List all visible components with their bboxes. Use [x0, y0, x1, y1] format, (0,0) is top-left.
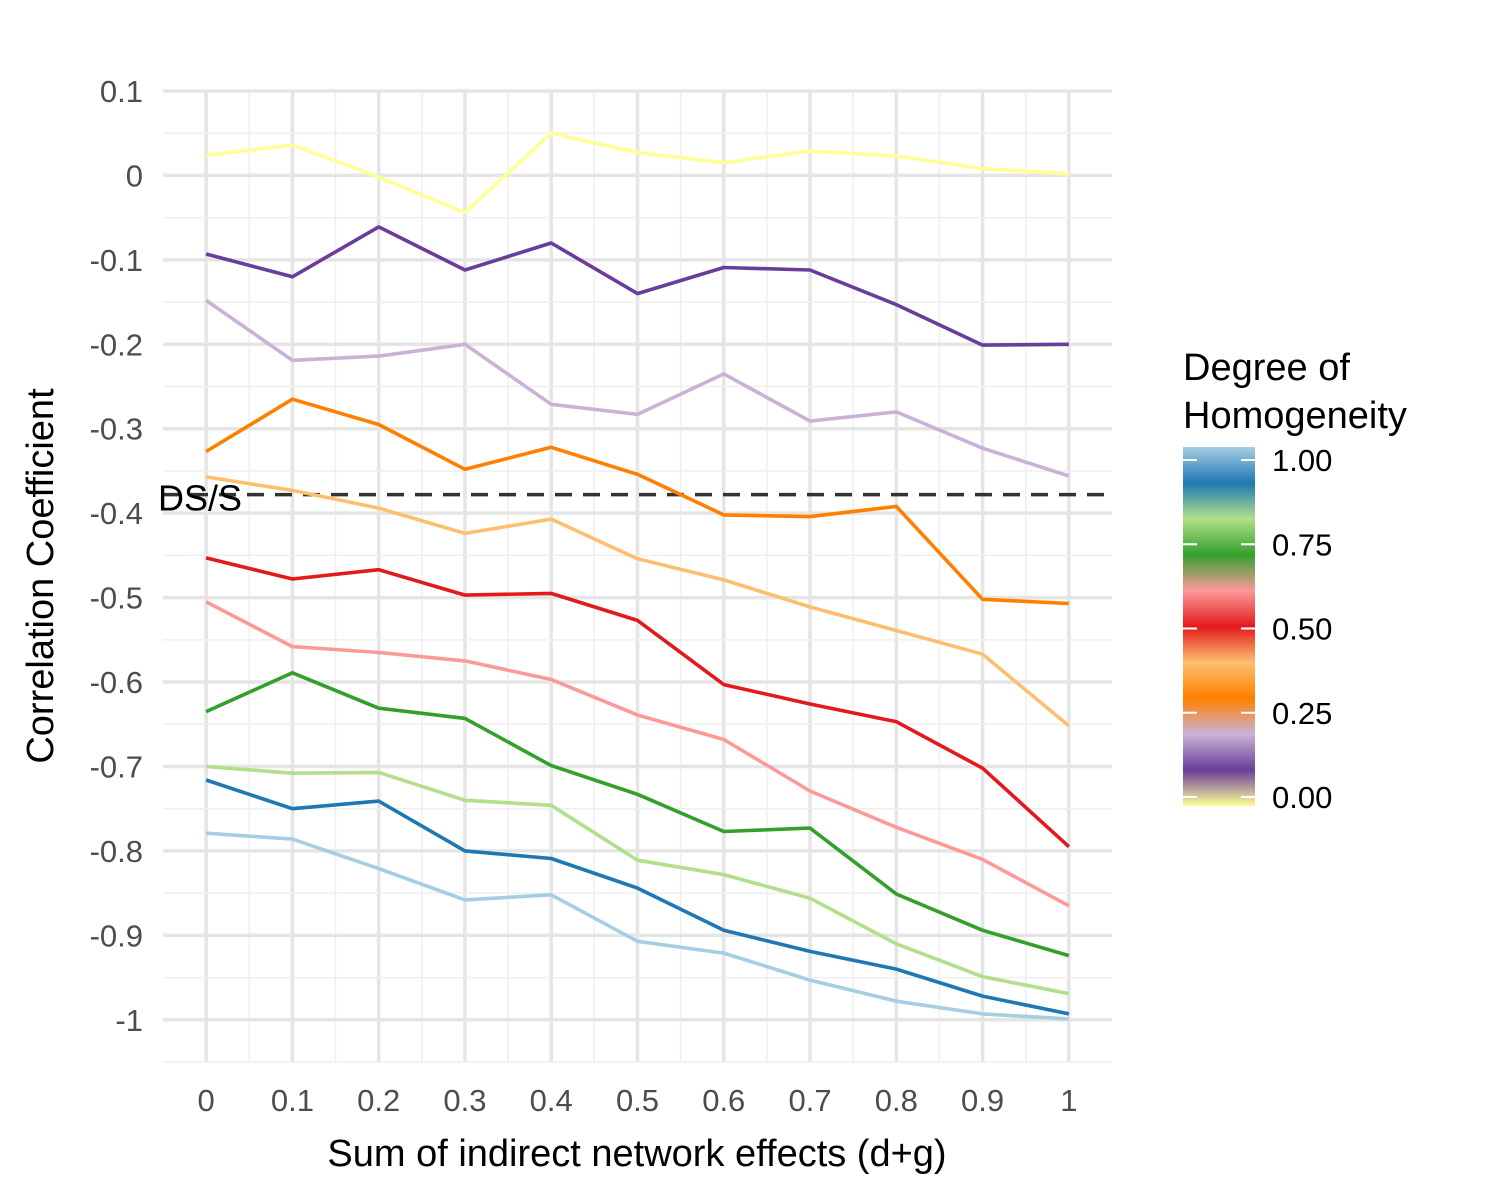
series-line: [205, 131, 1070, 215]
x-tick-label: 0.8: [875, 1083, 918, 1118]
legend-ticks: 1.00 0.75 0.50 0.25 0.00: [1183, 443, 1332, 815]
series-line: [205, 397, 1069, 606]
legend-label: 0.25: [1272, 696, 1332, 731]
x-tick-label: 0: [198, 1083, 215, 1118]
y-tick-label: -0.4: [90, 496, 143, 531]
legend-label: 0.75: [1272, 527, 1332, 562]
x-tick-label: 0.9: [961, 1083, 1004, 1118]
x-axis-ticks: 0 0.1 0.2 0.3 0.4 0.5 0.6 0.7 0.8 0.9 1: [198, 1083, 1078, 1118]
x-tick-label: 0.4: [530, 1083, 573, 1118]
y-tick-label: -0.9: [90, 918, 143, 953]
legend-label: 0.50: [1272, 612, 1332, 647]
reference-line-group: DS/S: [158, 478, 1112, 519]
grid: [163, 89, 1112, 1063]
y-tick-label: -0.8: [90, 834, 143, 869]
series-line: [205, 778, 1070, 1016]
series-line: [205, 670, 1070, 958]
legend-label: 1.00: [1272, 443, 1332, 478]
series-line: [205, 600, 1070, 908]
y-tick-label: -0.7: [90, 749, 143, 784]
legend: Degree of Homogeneity 1.00 0.75 0.50 0.25 0.…: [1183, 347, 1407, 815]
legend-colorbar: [1183, 447, 1255, 806]
x-axis-title: Sum of indirect network effects (d+g): [327, 1133, 946, 1175]
legend-title-line-2: Homogeneity: [1183, 395, 1407, 437]
series-line: [205, 225, 1069, 347]
x-tick-label: 0.7: [788, 1083, 831, 1118]
x-tick-label: 0.2: [357, 1083, 400, 1118]
x-tick-label: 0.3: [443, 1083, 486, 1118]
y-tick-label: -0.6: [90, 665, 143, 700]
y-axis-title: Correlation Coefficient: [20, 388, 62, 764]
legend-title-line-1: Degree of: [1183, 347, 1350, 389]
series-line: [205, 764, 1070, 996]
y-tick-label: -0.3: [90, 412, 143, 447]
y-tick-label: 0.1: [100, 74, 143, 109]
y-tick-label: 0: [126, 158, 143, 193]
series-line: [205, 831, 1070, 1021]
series-lines: [205, 131, 1071, 1021]
x-tick-label: 0.6: [702, 1083, 745, 1118]
legend-label: 0.00: [1272, 780, 1332, 815]
y-tick-label: -0.2: [90, 327, 143, 362]
x-tick-label: 0.5: [616, 1083, 659, 1118]
series-line: [205, 298, 1070, 478]
series-line: [205, 475, 1071, 728]
x-tick-label: 1: [1060, 1083, 1077, 1118]
x-tick-label: 0.1: [271, 1083, 314, 1118]
y-tick-label: -0.5: [90, 581, 143, 616]
y-tick-label: -0.1: [90, 243, 143, 278]
y-tick-label: -1: [115, 1003, 143, 1038]
series-line: [205, 556, 1071, 849]
y-axis-ticks: 0.1 0 -0.1 -0.2 -0.3 -0.4 -0.5 -0.6 -0.7 -0.8 -0.9…: [90, 74, 143, 1038]
reference-line-label: DS/S: [158, 478, 242, 519]
